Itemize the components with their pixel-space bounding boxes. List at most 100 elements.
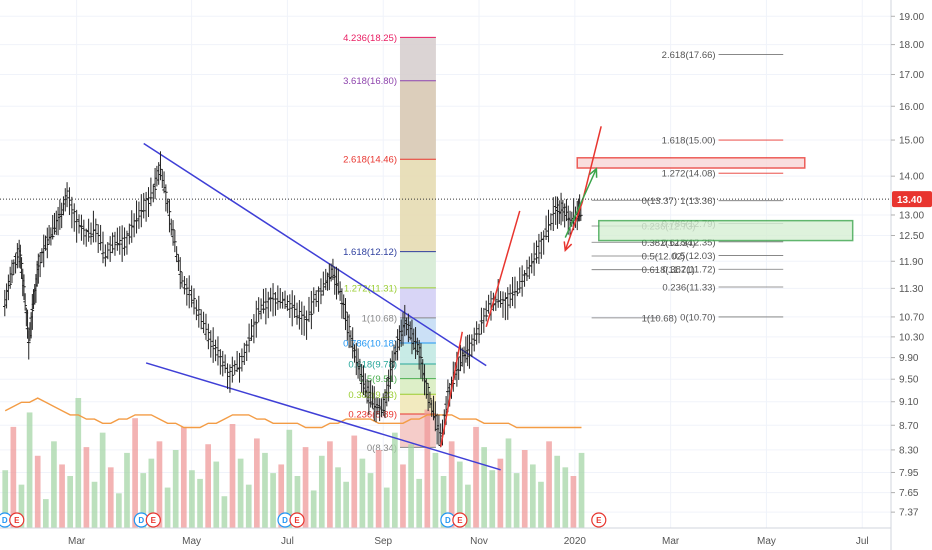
ohlc-bar [515, 281, 520, 297]
ohlc-bar [283, 290, 287, 309]
fib-right-label: 1(13.36) [680, 196, 715, 207]
fib-level-label: 1.618(12.12) [343, 247, 397, 258]
ohlc-bar [479, 307, 484, 335]
ohlc-bar [194, 299, 199, 321]
ohlc-bar [520, 265, 524, 297]
volume-bar [51, 441, 57, 528]
earnings-event-badge[interactable]: E [289, 512, 305, 528]
volume-bar [465, 484, 471, 528]
fib-level-label: 3.618(16.80) [343, 76, 397, 87]
volume-ma-line [4, 397, 582, 429]
fib-band [399, 378, 436, 395]
volume-bar [18, 484, 25, 528]
price-tick-label: 10.30 [899, 332, 924, 343]
ohlc-bar [419, 343, 423, 379]
time-tick-label: Jul [856, 536, 869, 547]
fib-band [399, 159, 436, 252]
fib-right-label: 0(10.70) [680, 312, 715, 323]
ohlc-bar [297, 300, 302, 330]
price-tick-label: 7.37 [899, 508, 919, 519]
volume-bar [26, 412, 33, 528]
earnings-event-badge[interactable]: E [145, 512, 161, 528]
earnings-event-badge[interactable]: E [452, 512, 468, 528]
trend-arrow [485, 210, 521, 328]
trendlines [143, 142, 501, 471]
volume-bar [34, 455, 41, 528]
ohlc-bar [144, 191, 148, 222]
price-tick-label: 15.00 [899, 136, 924, 147]
ohlc-bar [259, 298, 263, 320]
ohlc-bar [332, 266, 337, 295]
volume-bar [75, 398, 82, 528]
earnings-event-badge[interactable]: E [591, 512, 607, 528]
volume-bar [302, 447, 309, 528]
ohlc-bar [173, 230, 177, 253]
ohlc-bar [541, 230, 546, 255]
volume-bar [2, 470, 9, 528]
event-badge-letter: D [138, 516, 144, 525]
ohlc-bar [498, 291, 503, 308]
volume-bar [432, 452, 439, 528]
volume-bar [172, 450, 179, 528]
volume-bar [546, 441, 552, 528]
fib-right-label: 2.618(17.66) [662, 50, 716, 61]
volume-bar [286, 429, 293, 528]
ohlc-bar [555, 196, 560, 229]
support-zone [598, 219, 854, 242]
price-tick-label: 11.90 [899, 257, 924, 268]
fib-level-label: 4.236(18.25) [343, 33, 397, 44]
fib-level-label: 0.786(10.18) [343, 339, 397, 350]
ohlc-bar [273, 292, 278, 316]
ohlc-bar [522, 270, 527, 287]
volume-bar [489, 470, 496, 528]
ohlc-bar [187, 275, 192, 309]
time-tick-label: May [182, 536, 201, 547]
price-tick-label: 7.95 [899, 468, 919, 479]
ohlc-bar [252, 314, 256, 344]
ohlc-bar [285, 295, 290, 311]
event-badge-letter: D [445, 516, 451, 525]
ohlc-bar [534, 240, 539, 264]
ohlc-bar [94, 218, 98, 243]
ohlc-bar [216, 336, 220, 366]
volume-bar [156, 441, 163, 528]
ohlc-bar [117, 226, 122, 255]
volume-bar [456, 461, 463, 528]
time-tick-label: Sep [374, 536, 392, 547]
ohlc-bar [249, 319, 254, 341]
ohlc-bar [167, 198, 172, 233]
volume-bar [497, 458, 504, 528]
price-tick-label: 17.00 [899, 70, 924, 81]
earnings-event-badge[interactable]: E [9, 512, 25, 528]
volume-bar [375, 450, 382, 528]
ohlc-bar [493, 293, 498, 311]
ohlc-bar [426, 383, 430, 411]
volume-bar [570, 476, 577, 528]
ohlc-bar [537, 233, 541, 264]
ohlc-bar [240, 348, 244, 372]
volume-bar [262, 452, 268, 528]
ohlc-bar [295, 302, 299, 325]
arrow-head [589, 167, 598, 178]
ohlc-bar [149, 177, 153, 207]
ohlc-bar [176, 254, 181, 272]
price-tick-label: 8.70 [899, 421, 919, 432]
ohlc-bar [72, 203, 77, 232]
ohlc-bar [532, 242, 536, 276]
ohlc-bar [513, 276, 517, 309]
volume-bar [116, 493, 122, 528]
last-price-badge [892, 191, 932, 208]
fib-level-label: 0.618(9.78) [348, 359, 397, 370]
ohlc-bar [101, 231, 105, 264]
ohlc-bar [74, 209, 79, 243]
ohlc-bar [139, 194, 144, 228]
ohlc-bar [316, 286, 321, 312]
event-badge-circle [452, 512, 468, 528]
ohlc-bar [103, 244, 108, 267]
ohlc-bar [196, 295, 201, 328]
price-tick-label: 9.10 [899, 397, 919, 408]
ohlc-bar [242, 342, 247, 365]
ohlc-bar [307, 296, 311, 323]
